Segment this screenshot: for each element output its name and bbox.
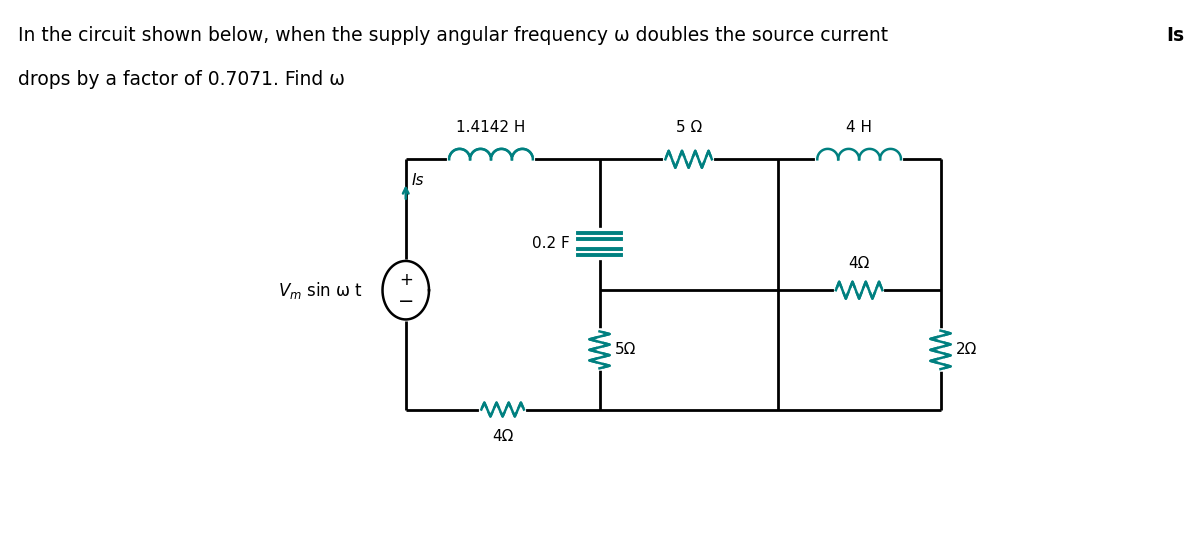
Text: drops by a factor of 0.7071. Find ω: drops by a factor of 0.7071. Find ω <box>18 71 344 89</box>
Text: In the circuit shown below, when the supply angular frequency ω doubles the sour: In the circuit shown below, when the sup… <box>18 26 894 45</box>
Text: 5Ω: 5Ω <box>616 342 636 358</box>
Text: −: − <box>397 292 414 311</box>
Text: 2Ω: 2Ω <box>956 342 977 358</box>
Text: 0.2 F: 0.2 F <box>533 236 570 251</box>
Text: Is: Is <box>412 174 425 188</box>
Text: 4Ω: 4Ω <box>492 429 514 444</box>
Text: +: + <box>398 271 413 289</box>
Text: 5 Ω: 5 Ω <box>676 120 702 134</box>
Text: $V_m$ sin ω t: $V_m$ sin ω t <box>278 280 364 301</box>
Text: Is: Is <box>1166 26 1184 45</box>
Text: 1.4142 H: 1.4142 H <box>456 120 526 134</box>
Text: 4Ω: 4Ω <box>848 256 870 271</box>
Text: 4 H: 4 H <box>846 120 872 134</box>
